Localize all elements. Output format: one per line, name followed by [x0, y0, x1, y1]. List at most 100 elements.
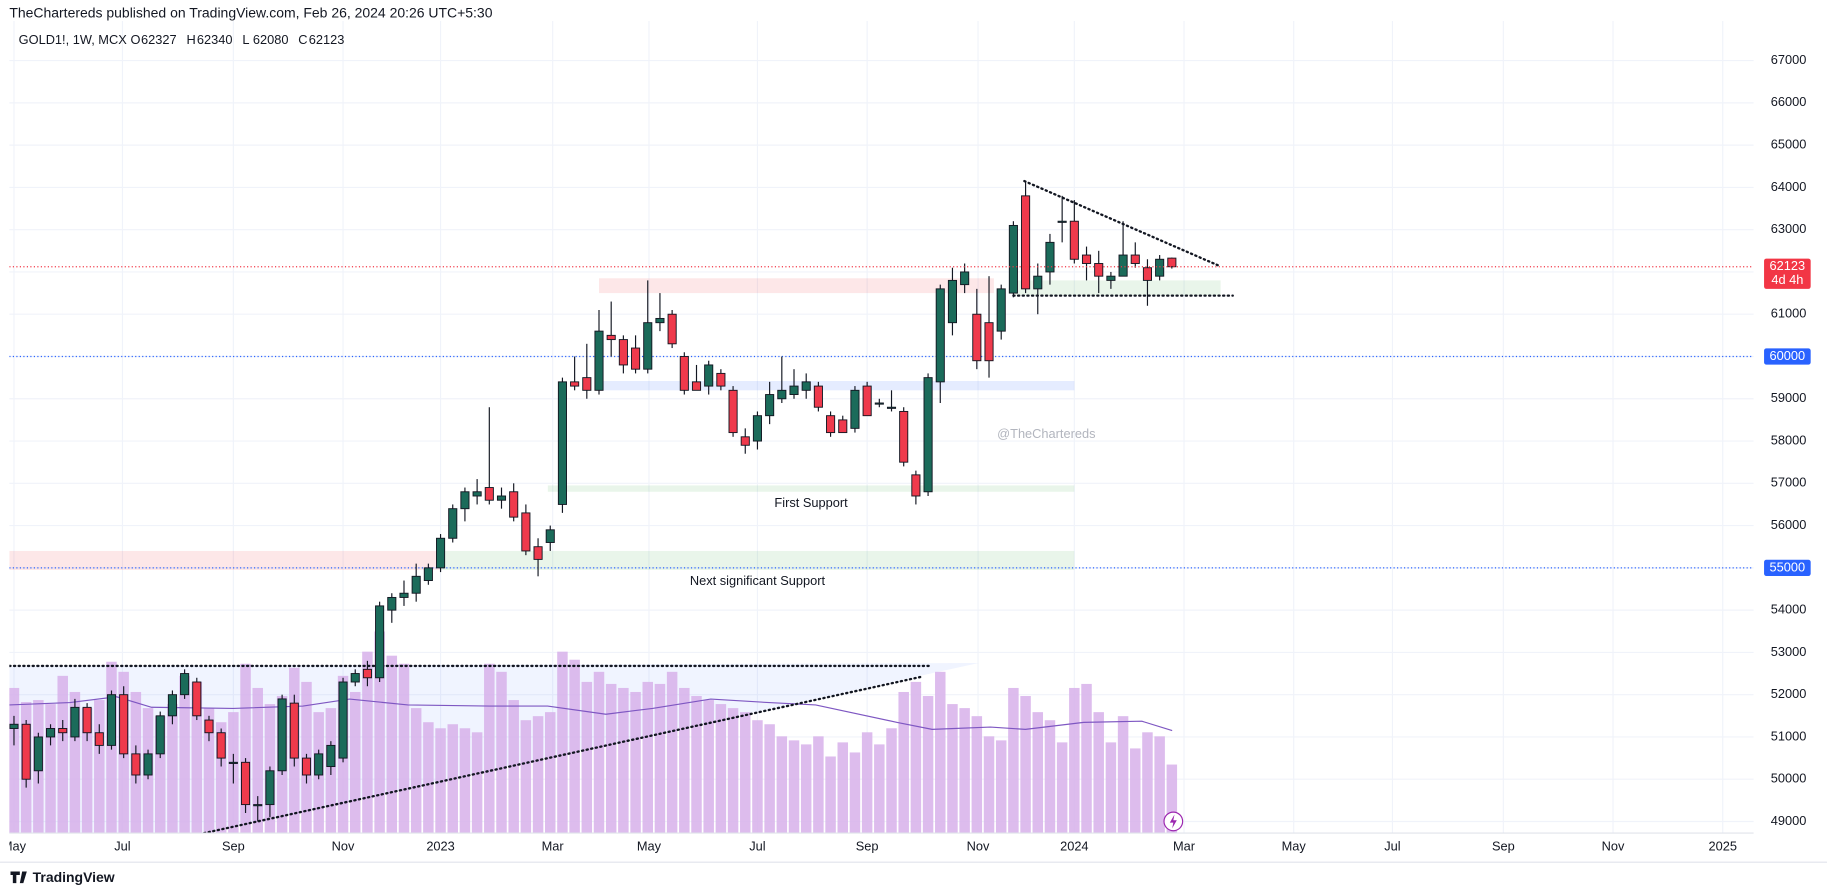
volume-bar: [1093, 712, 1104, 834]
candle-body: [216, 732, 226, 759]
volume-bar: [752, 720, 763, 834]
candle-body: [1118, 254, 1128, 277]
volume-bar: [593, 671, 605, 834]
watermark: @TheChartereds: [997, 426, 1095, 441]
x-tick-label: Nov: [332, 838, 355, 853]
volume-bar: [1008, 687, 1019, 834]
candle-body: [436, 537, 446, 569]
candle-body: [82, 706, 92, 734]
x-tick-label: Jul: [1384, 838, 1400, 853]
candle-body: [1045, 241, 1055, 273]
candle-body: [801, 381, 811, 391]
candle-body: [1081, 254, 1092, 264]
candle-body: [631, 347, 641, 370]
candle-body: [911, 474, 921, 497]
volume-bar: [605, 683, 617, 834]
volume-bar: [1044, 720, 1056, 834]
candle-body: [167, 694, 177, 717]
zone: [547, 485, 1075, 492]
price-line-box: [1764, 559, 1811, 577]
brand-logo: [10, 871, 27, 884]
volume-bar: [642, 681, 653, 834]
volume-bar: [1020, 696, 1031, 834]
candle-body: [70, 706, 80, 738]
x-tick-label: Mar: [1173, 838, 1196, 853]
candle-body: [1008, 224, 1018, 294]
candle-body: [533, 546, 543, 560]
candle-body: [509, 491, 519, 518]
volume-bar: [1105, 742, 1117, 834]
candle-body: [350, 673, 360, 683]
candle-body: [996, 288, 1006, 332]
axes: 49000 50000 51000 52000 53000 54000 55000 56000…: [2, 52, 1811, 853]
volume-bar: [837, 742, 849, 834]
countdown: 4d 4h: [1771, 272, 1803, 287]
candle-body: [777, 389, 787, 400]
candle-body: [33, 736, 43, 772]
volume-bar: [898, 691, 909, 834]
volume-bar: [215, 722, 227, 834]
candle-body: [789, 385, 799, 396]
volume-bar: [1117, 716, 1129, 834]
x-tick-label: Sep: [856, 838, 879, 853]
candle-body: [411, 575, 421, 594]
volume-bar: [569, 659, 580, 834]
volume-bar: [1069, 687, 1080, 834]
volume-bar: [947, 704, 958, 834]
candle-body: [728, 389, 738, 434]
plot-area: First Support Next significant Support: [9, 179, 1754, 834]
x-tick-label: May: [2, 838, 27, 853]
candle-body: [886, 406, 897, 409]
x-tick-label: 2023: [426, 838, 454, 853]
candle-body: [131, 753, 141, 776]
symbol: GOLD1!, 1W, MCX: [19, 32, 128, 47]
x-tick-label: 2025: [1709, 838, 1737, 853]
candle-body: [1021, 195, 1031, 290]
y-tick-label: 52000: [1771, 686, 1807, 701]
volume-bar: [861, 732, 873, 834]
candle-body: [545, 529, 555, 543]
volume-bar: [557, 651, 568, 834]
candle-body: [606, 334, 616, 341]
candle-body: [314, 753, 324, 776]
y-tick-label: 61000: [1771, 306, 1807, 321]
volume-bar: [849, 752, 861, 834]
zone: [440, 550, 1075, 570]
volume-bar: [545, 712, 556, 834]
volume-bar: [471, 732, 483, 834]
volume-bar: [971, 716, 983, 834]
volume-bar: [679, 687, 690, 834]
candle-body: [387, 596, 397, 611]
candle-body: [241, 761, 251, 806]
y-tick-label: 54000: [1771, 602, 1807, 617]
volume-bar: [1032, 712, 1044, 834]
candle-body: [143, 753, 153, 776]
volume-bar: [959, 708, 970, 834]
volume-bar: [532, 716, 544, 834]
volume-bar: [410, 708, 422, 834]
candle-body: [277, 698, 287, 772]
volume-bar: [654, 683, 666, 834]
candle-body: [496, 495, 507, 501]
candle-body: [326, 744, 336, 768]
candle-body: [289, 702, 299, 759]
volume-bar: [1166, 764, 1178, 834]
y-tick-label: 59000: [1771, 390, 1807, 405]
y-tick-label: 50000: [1771, 771, 1807, 786]
header: TheChartereds published on TradingView.c…: [9, 5, 492, 21]
price-line-label: 60000: [1770, 348, 1806, 363]
candle-body: [265, 770, 275, 806]
candle-body: [375, 605, 385, 679]
volume-bar: [167, 704, 178, 834]
candle-body: [155, 715, 165, 755]
volume-bar: [203, 708, 215, 834]
candle-body: [704, 364, 714, 387]
volume-bar: [459, 728, 471, 834]
zone: [9, 550, 441, 570]
candle-body: [362, 668, 372, 679]
volume-bar: [1154, 736, 1165, 834]
candle-body: [204, 719, 214, 734]
x-tick-label: Sep: [1492, 838, 1515, 853]
x-tick-label: Nov: [1602, 838, 1625, 853]
volume-bar: [630, 691, 641, 834]
